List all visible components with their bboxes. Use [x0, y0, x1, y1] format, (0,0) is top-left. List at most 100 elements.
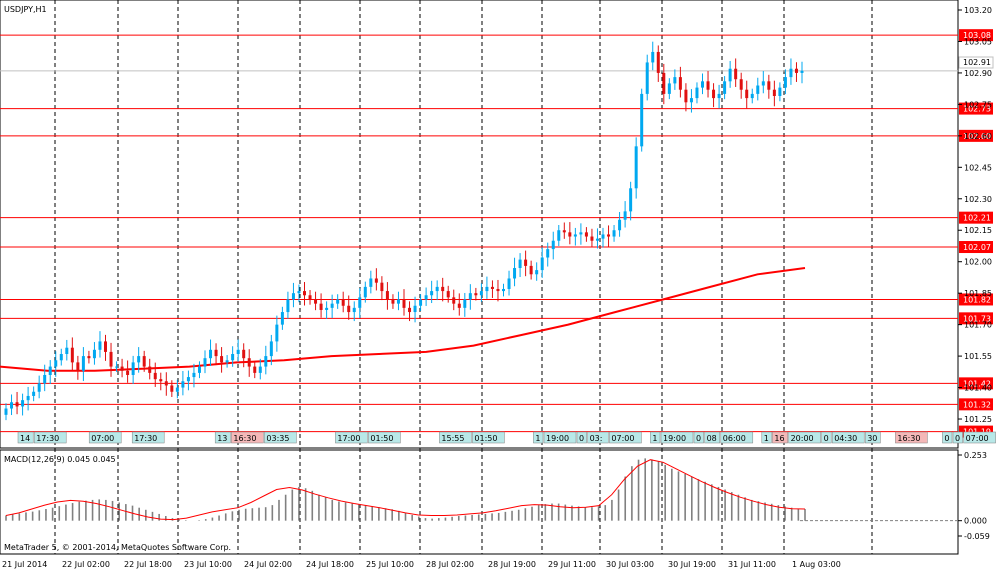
- candle-body: [496, 288, 500, 292]
- event-label: 0: [955, 434, 960, 443]
- event-marker: [831, 431, 865, 444]
- candle-body: [607, 234, 611, 237]
- candle-body: [170, 385, 174, 392]
- candle-body: [258, 366, 262, 373]
- macd-label: MACD(12,26,9) 0.045 0.045: [4, 455, 116, 464]
- candle-body: [380, 282, 384, 292]
- price-panel-frame: [0, 0, 959, 449]
- candle-body: [435, 286, 439, 292]
- event-label: 07:00: [611, 434, 634, 443]
- candle-body: [430, 291, 434, 296]
- candle-body: [794, 68, 798, 73]
- candle-body: [286, 299, 290, 313]
- price-tick-label: 102.45: [964, 163, 992, 172]
- candle-body: [303, 291, 306, 296]
- event-label: 19:00: [546, 434, 569, 443]
- candle-body: [479, 291, 483, 296]
- candle-body: [490, 286, 494, 289]
- candle-body: [452, 297, 456, 304]
- candle-body: [220, 356, 224, 363]
- candle-body: [756, 85, 760, 94]
- candle-body: [656, 51, 660, 73]
- price-tick-label: 101.55: [964, 352, 992, 361]
- candle-body: [745, 89, 749, 99]
- candle-body: [76, 362, 80, 371]
- candle-body: [524, 259, 528, 266]
- candle-body: [645, 62, 649, 94]
- candle-body: [137, 356, 141, 363]
- price-tick-label: 103.05: [964, 37, 992, 46]
- event-marker: [720, 431, 754, 444]
- time-tick-label: 22 Jul 18:00: [124, 560, 172, 569]
- candle-body: [474, 293, 478, 296]
- time-tick-label: 30 Jul 19:00: [668, 560, 716, 569]
- candle-body: [590, 236, 594, 241]
- current-price-label: 102.91: [963, 58, 991, 67]
- candle-body: [618, 219, 622, 231]
- candle-body: [667, 83, 671, 94]
- event-label: 1: [535, 434, 540, 443]
- event-label: 01:50: [370, 434, 393, 443]
- candle-body: [424, 295, 428, 300]
- candle-body: [109, 351, 113, 367]
- candle-body: [634, 146, 638, 189]
- candle-body: [684, 89, 688, 103]
- candle-body: [595, 238, 599, 241]
- candle-body: [772, 89, 776, 96]
- event-label: 17:30: [36, 434, 59, 443]
- candle-body: [739, 79, 743, 90]
- candle-body: [706, 81, 710, 90]
- event-label: 03:: [590, 434, 603, 443]
- candle-body: [175, 387, 179, 392]
- candle-body: [546, 249, 550, 258]
- candle-body: [363, 286, 367, 298]
- candle-body: [26, 395, 30, 401]
- moving-average-line: [0, 267, 806, 372]
- candle-body: [463, 299, 467, 308]
- event-marker: [335, 431, 368, 444]
- candle-body: [314, 299, 318, 304]
- candle-body: [70, 347, 74, 363]
- candle-body: [750, 93, 754, 99]
- event-marker: [963, 431, 996, 444]
- current-price-box: [958, 56, 994, 69]
- candle-body: [734, 68, 738, 80]
- candle-body: [319, 303, 323, 310]
- candle-body: [181, 381, 185, 388]
- event-label: 30: [867, 434, 877, 443]
- time-tick-label: 30 Jul 03:00: [606, 560, 654, 569]
- candle-body: [673, 77, 677, 84]
- candle-body: [54, 360, 58, 367]
- candle-body: [623, 211, 627, 220]
- event-marker: [264, 431, 297, 444]
- event-label: 13: [217, 434, 227, 443]
- candle-body: [612, 230, 616, 237]
- candle-body: [214, 349, 218, 357]
- candle-body: [391, 299, 395, 304]
- level-price-box: [959, 102, 993, 115]
- event-label: 07:00: [91, 434, 114, 443]
- candle-body: [767, 81, 771, 90]
- time-tick-label: 21 Jul 2014: [2, 560, 47, 569]
- candle-body: [518, 259, 522, 268]
- price-tick-label: 102.15: [964, 226, 992, 235]
- time-tick-label: 24 Jul 18:00: [306, 560, 354, 569]
- event-marker: [704, 431, 721, 444]
- candle-body: [347, 305, 351, 313]
- candle-body: [629, 188, 633, 212]
- time-tick-label: 29 Jul 11:00: [548, 560, 596, 569]
- candle-body: [330, 303, 334, 308]
- level-price-box: [959, 29, 993, 42]
- level-price-box: [959, 293, 993, 306]
- candle-body: [264, 356, 268, 367]
- event-label: 0: [944, 434, 949, 443]
- candle-body: [535, 270, 539, 275]
- time-tick-label: 22 Jul 02:00: [62, 560, 110, 569]
- event-label: 06:00: [723, 434, 746, 443]
- price-tick-label: 101.40: [964, 384, 992, 393]
- event-label: 0: [824, 434, 829, 443]
- candle-body: [242, 349, 246, 359]
- candle-body: [662, 72, 666, 94]
- macd-tick-label: 0.000: [964, 517, 987, 526]
